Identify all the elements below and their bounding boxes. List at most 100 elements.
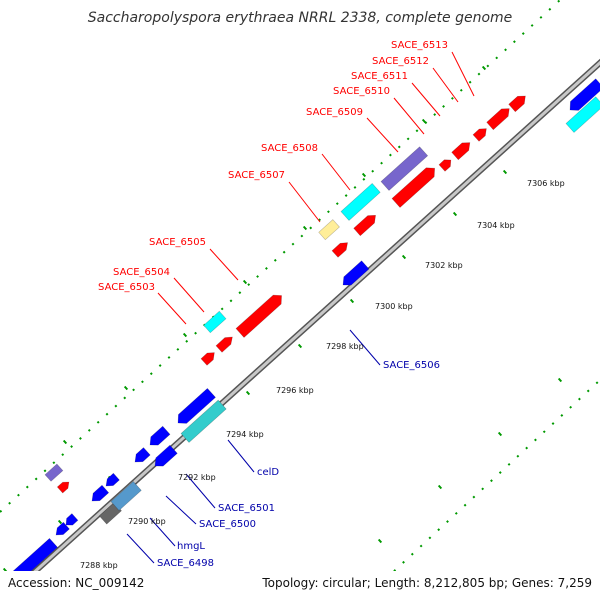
- gene-box-celd[interactable]: [180, 399, 227, 443]
- genome-backbone: [0, 58, 600, 600]
- gene-label-sace-6509[interactable]: SACE_6509: [306, 107, 363, 118]
- gene-label-celd[interactable]: celD: [257, 467, 279, 478]
- connector-line: [288, 181, 321, 223]
- gene-label-sace-6506[interactable]: SACE_6506: [383, 360, 440, 371]
- tick-mark: [377, 538, 383, 544]
- map-title: Saccharopolyspora erythraea NRRL 2338, c…: [88, 10, 513, 26]
- gene-box-sace-6509[interactable]: [380, 146, 429, 191]
- scale-label: 7296 kbp: [276, 386, 314, 395]
- gene-box-left[interactable]: [44, 463, 64, 482]
- gene-label-sace-6510[interactable]: SACE_6510: [333, 86, 390, 97]
- gene-label-hmgl[interactable]: hmgL: [177, 541, 205, 552]
- tick-mark: [297, 343, 303, 349]
- connector-line: [165, 495, 197, 525]
- connector-line: [432, 67, 459, 103]
- reverse-gene-labels: SACE_6506 celD SACE_6501 SACE_6500 hmgL …: [157, 360, 440, 569]
- scale-label: 7300 kbp: [375, 302, 413, 311]
- tick-mark: [361, 172, 367, 178]
- gene-arrow-sace-6499[interactable]: [105, 472, 120, 487]
- tick-mark: [502, 169, 508, 175]
- tick-mark: [452, 211, 458, 217]
- tick-mark: [245, 390, 251, 396]
- gene-label-sace-6498[interactable]: SACE_6498: [157, 558, 214, 569]
- gene-arrow-sace-6513b[interactable]: [508, 95, 526, 113]
- gene-arrow-sace-6506[interactable]: [342, 260, 370, 286]
- gene-arrow-sace-6501[interactable]: [154, 444, 178, 467]
- connector-line: [393, 97, 425, 135]
- tick-mark: [2, 567, 8, 573]
- label-connectors: [126, 51, 475, 564]
- gene-arrow-sace-6505[interactable]: [235, 294, 282, 338]
- gene-box-sace-6508[interactable]: [340, 182, 381, 221]
- tick-mark: [497, 431, 503, 437]
- accession-text: Accession: NC_009142: [8, 576, 144, 590]
- connector-line: [149, 517, 176, 547]
- gene-arrow-celd[interactable]: [177, 387, 216, 424]
- gene-features: [0, 78, 600, 592]
- tick-mark: [123, 385, 129, 391]
- gene-label-sace-6511[interactable]: SACE_6511: [351, 71, 408, 82]
- gene-label-sace-6500[interactable]: SACE_6500: [199, 519, 256, 530]
- tick-mark: [401, 254, 407, 260]
- connector-line: [321, 153, 351, 191]
- connector-line: [209, 248, 239, 281]
- tick-mark: [62, 439, 68, 445]
- gene-label-sace-6508[interactable]: SACE_6508: [261, 143, 318, 154]
- connector-line: [349, 329, 381, 366]
- gene-arrow-sace-6500[interactable]: [134, 447, 151, 463]
- connector-line: [411, 82, 441, 117]
- gene-arrow-sace-6508a[interactable]: [353, 214, 376, 237]
- gene-arrow-sace-6502[interactable]: [149, 425, 171, 446]
- scale-label: 7288 kbp: [80, 561, 118, 570]
- gene-box-sace-6504[interactable]: [203, 310, 227, 334]
- gene-arrow-sace-6513a[interactable]: [486, 108, 510, 131]
- gene-box-sace-6500[interactable]: [110, 481, 142, 511]
- connector-line: [185, 473, 216, 509]
- gene-label-sace-6512[interactable]: SACE_6512: [372, 56, 429, 67]
- gene-label-sace-6507[interactable]: SACE_6507: [228, 170, 285, 181]
- gene-arrow-sace-6497[interactable]: [55, 521, 70, 536]
- gene-arrow-sace-6503[interactable]: [200, 352, 215, 366]
- tick-mark: [481, 65, 487, 71]
- gene-box-hmgl[interactable]: [98, 502, 122, 525]
- gene-label-sace-6503[interactable]: SACE_6503: [98, 282, 155, 293]
- scale-label: 7292 kbp: [178, 473, 216, 482]
- tick-mark: [349, 298, 355, 304]
- forward-gene-labels: SACE_6513 SACE_6512 SACE_6511 SACE_6510 …: [98, 40, 448, 293]
- gene-arrow-sace-6511[interactable]: [451, 142, 471, 161]
- gene-arrow-sace-6496[interactable]: [65, 513, 79, 526]
- scale-label: 7298 kbp: [326, 342, 364, 351]
- tick-mark: [437, 484, 443, 490]
- gene-label-sace-6505[interactable]: SACE_6505: [149, 237, 206, 248]
- gene-arrow-sace-6506a[interactable]: [331, 242, 348, 258]
- tick-mark: [242, 279, 248, 285]
- gene-box-edge[interactable]: [565, 96, 600, 133]
- tick-mark: [421, 118, 427, 124]
- tick-mark: [57, 519, 63, 525]
- gene-box-sace-6507[interactable]: [318, 219, 340, 241]
- scale-label: 7294 kbp: [226, 430, 264, 439]
- scale-label: 7304 kbp: [477, 221, 515, 230]
- gene-arrow-sace-6509[interactable]: [391, 167, 436, 208]
- scale-label: 7306 kbp: [527, 179, 565, 188]
- connector-line: [451, 51, 475, 97]
- gene-arrow-sace-6512[interactable]: [472, 128, 487, 142]
- gene-arrow-sace-6510[interactable]: [438, 159, 452, 172]
- summary-text: Topology: circular; Length: 8,212,805 bp…: [261, 576, 592, 590]
- gene-arrow-left[interactable]: [56, 481, 70, 494]
- footer-bar: [0, 571, 600, 600]
- gene-label-sace-6513[interactable]: SACE_6513: [391, 40, 448, 51]
- gene-arrow-hmgl[interactable]: [91, 484, 110, 502]
- connector-line: [366, 117, 399, 153]
- scale-labels: 7288 kbp 7290 kbp 7292 kbp 7294 kbp 7296…: [80, 179, 565, 570]
- tick-mark: [182, 332, 188, 338]
- gene-arrow-sace-6504[interactable]: [215, 336, 233, 353]
- gene-label-sace-6504[interactable]: SACE_6504: [113, 267, 170, 278]
- connector-line: [157, 292, 187, 325]
- connector-line: [173, 277, 205, 313]
- tick-mark: [557, 377, 563, 383]
- scale-label: 7290 kbp: [128, 517, 166, 526]
- connector-line: [227, 439, 255, 473]
- gene-label-sace-6501[interactable]: SACE_6501: [218, 503, 275, 514]
